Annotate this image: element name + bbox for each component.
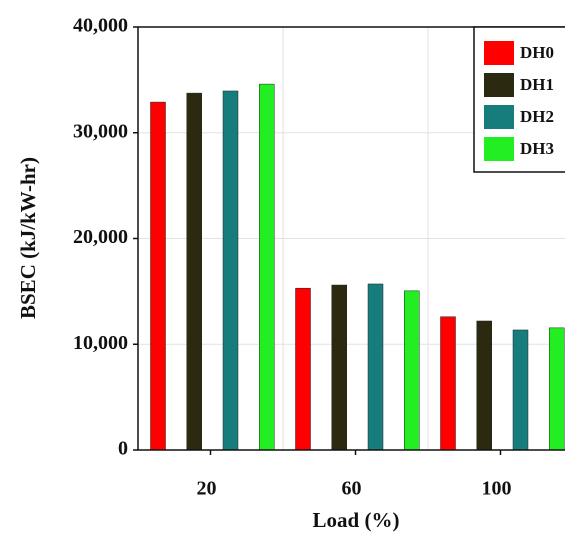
bar: [404, 290, 420, 451]
legend-swatch: [484, 137, 514, 161]
legend-label: DH3: [520, 139, 554, 158]
y-tick-label: 30,000: [73, 120, 128, 142]
legend-label: DH1: [520, 75, 554, 94]
y-tick-label: 10,000: [73, 332, 128, 354]
y-tick-label: 20,000: [73, 226, 128, 248]
bar: [150, 101, 166, 451]
legend-swatch: [484, 73, 514, 97]
bar: [367, 283, 384, 451]
x-axis-title: Load (%): [313, 508, 400, 532]
bar: [512, 329, 529, 451]
y-axis-title: BSEC (kJ/kW-hr): [16, 157, 40, 319]
plot-frame: [137, 26, 565, 451]
bar: [331, 284, 347, 451]
bar: [476, 320, 492, 451]
x-tick-label: 20: [197, 478, 217, 500]
legend-swatch: [484, 41, 514, 65]
bar: [186, 92, 202, 451]
bar: [222, 90, 239, 451]
x-tick-label: 100: [482, 478, 512, 500]
y-tick-label: 40,000: [73, 15, 128, 37]
bar: [549, 327, 565, 451]
legend-swatch: [484, 105, 514, 129]
bar: [440, 316, 456, 451]
x-tick-label: 60: [342, 478, 362, 500]
legend-label: DH2: [520, 107, 554, 126]
bar: [259, 83, 275, 451]
bar: [295, 287, 311, 451]
legend-label: DH0: [520, 43, 554, 62]
y-tick-label: 0: [118, 438, 128, 460]
